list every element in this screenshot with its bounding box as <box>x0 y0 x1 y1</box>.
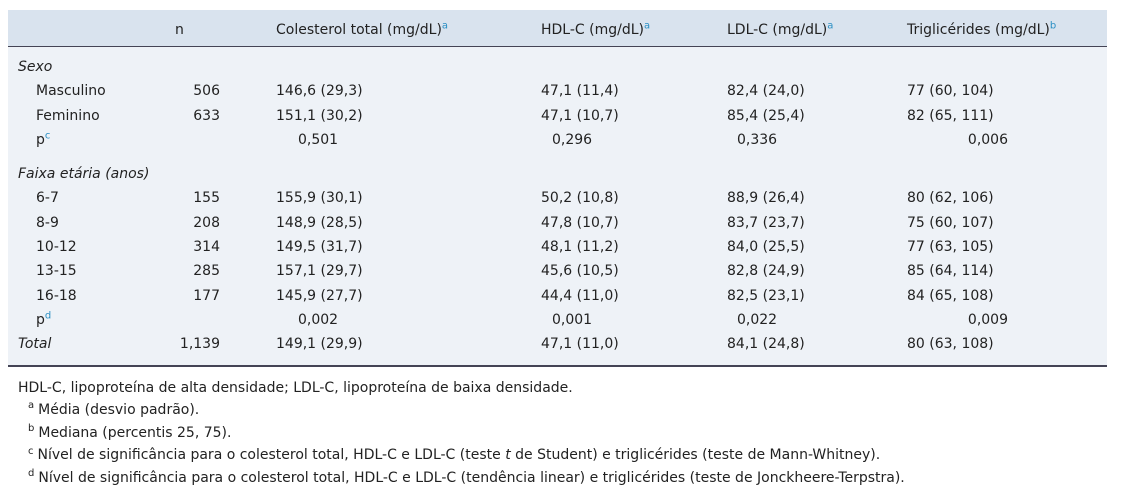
cell: 155 <box>193 190 220 207</box>
cell: 84 (65, 108) <box>907 287 994 304</box>
row-label: Feminino <box>36 107 100 124</box>
footnote-mark: a <box>28 400 35 412</box>
p-label: pd <box>36 311 51 329</box>
p-value: 0,006 <box>967 131 1008 148</box>
cell: 314 <box>193 239 220 255</box>
cell: 285 <box>193 263 220 280</box>
header-note-mark: a <box>644 20 651 32</box>
cell: 148,9 (28,5) <box>276 214 363 231</box>
table-body <box>8 47 1107 367</box>
row-label: Masculino <box>36 83 106 100</box>
cell: 88,9 (26,4) <box>727 190 805 207</box>
cell: 149,5 (31,7) <box>276 239 363 255</box>
p-value: 0,009 <box>967 311 1008 328</box>
p-text: p <box>36 311 45 328</box>
column-header: Triglicérides (mg/dL)b <box>907 21 1056 39</box>
header-note-mark: b <box>1049 20 1057 32</box>
footnote-mark: c <box>28 445 34 457</box>
column-header: HDL-C (mg/dL)a <box>541 21 650 39</box>
footnote-text: Nível de significância para o colesterol… <box>38 470 905 487</box>
header-band <box>8 10 1107 47</box>
cell: 146,6 (29,3) <box>276 83 363 100</box>
cell: 77 (60, 104) <box>907 83 994 100</box>
cell: 45,6 (10,5) <box>541 263 619 280</box>
cell: 75 (60, 107) <box>907 214 994 231</box>
p-value: 0,501 <box>298 131 339 148</box>
p-value: 0,001 <box>552 311 593 328</box>
cell: 48,1 (11,2) <box>541 239 619 255</box>
cell: 44,4 (11,0) <box>541 287 619 304</box>
header-text: LDL-C (mg/dL) <box>727 22 828 38</box>
header-text: Colesterol total (mg/dL) <box>276 22 442 38</box>
footnote-mark: d <box>28 468 35 480</box>
footnote: HDL-C, lipoproteína de alta densidade; L… <box>18 380 573 396</box>
cell: 82,5 (23,1) <box>727 287 805 304</box>
p-value: 0,022 <box>737 311 778 328</box>
footnote-text: Nível de significância para o colesterol… <box>37 447 506 464</box>
row-label: 8-9 <box>36 214 59 231</box>
cell: 80 (63, 108) <box>907 336 994 353</box>
total-label: Total <box>18 336 52 353</box>
column-header: n <box>175 21 184 39</box>
cell: 208 <box>193 214 220 231</box>
cell: 47,1 (10,7) <box>541 107 619 124</box>
header-note-mark: a <box>441 20 449 32</box>
cell: 77 (63, 105) <box>907 239 994 255</box>
cell: 82,8 (24,9) <box>727 263 805 280</box>
column-header: Colesterol total (mg/dL)a <box>276 21 448 39</box>
cell: 1,139 <box>179 336 220 353</box>
footnote-italic: t <box>505 447 511 464</box>
row-label: 10-12 <box>36 239 77 255</box>
footnote: a Média (desvio padrão). <box>28 401 199 419</box>
cell: 145,9 (27,7) <box>276 287 363 304</box>
section-title: Faixa etária (anos) <box>18 166 150 183</box>
column-header: LDL-C (mg/dL)a <box>727 21 833 39</box>
cell: 80 (62, 106) <box>907 190 994 207</box>
row-label: 16-18 <box>36 287 77 304</box>
header-note-mark: a <box>827 20 834 32</box>
row-label: 6-7 <box>36 190 59 207</box>
cell: 50,2 (10,8) <box>541 190 619 207</box>
cell: 633 <box>193 107 220 124</box>
section-title: Sexo <box>18 59 53 75</box>
footnote: d Nível de significância para o colestero… <box>28 469 905 487</box>
cell: 47,1 (11,4) <box>541 83 619 100</box>
cell: 47,1 (11,0) <box>541 336 619 353</box>
cell: 155,9 (30,1) <box>276 190 363 207</box>
p-label: pc <box>36 131 50 149</box>
row-label: 13-15 <box>36 263 77 280</box>
footnote: b Mediana (percentis 25, 75). <box>28 424 231 442</box>
footnote: c Nível de significância para o colestero… <box>28 446 880 464</box>
p-note-mark: d <box>44 310 52 322</box>
header-text: HDL-C (mg/dL) <box>541 22 644 38</box>
header-text: n <box>175 22 184 38</box>
footnote-mark: b <box>28 423 35 435</box>
p-value: 0,002 <box>298 311 339 328</box>
footnote-text: Média (desvio padrão). <box>38 402 200 418</box>
cell: 85,4 (25,4) <box>727 107 805 124</box>
cell: 149,1 (29,9) <box>276 336 363 353</box>
p-text: p <box>36 131 45 148</box>
cell: 151,1 (30,2) <box>276 107 363 124</box>
p-value: 0,296 <box>552 131 593 148</box>
header-text: Triglicérides (mg/dL) <box>907 22 1050 38</box>
cell: 83,7 (23,7) <box>727 214 805 231</box>
cell: 47,8 (10,7) <box>541 214 619 231</box>
p-note-mark: c <box>44 130 51 142</box>
cell: 85 (64, 114) <box>907 263 994 280</box>
cell: 157,1 (29,7) <box>276 263 363 280</box>
cell: 506 <box>193 83 220 100</box>
cell: 82,4 (24,0) <box>727 83 805 100</box>
cell: 84,0 (25,5) <box>727 239 805 255</box>
footnote-text: Mediana (percentis 25, 75). <box>38 424 232 441</box>
p-value: 0,336 <box>737 131 778 148</box>
cell: 177 <box>193 287 220 304</box>
cell: 82 (65, 111) <box>907 107 994 124</box>
footnote-text: de Student) e triglicérides (teste de Ma… <box>510 447 881 464</box>
cell: 84,1 (24,8) <box>727 336 805 353</box>
